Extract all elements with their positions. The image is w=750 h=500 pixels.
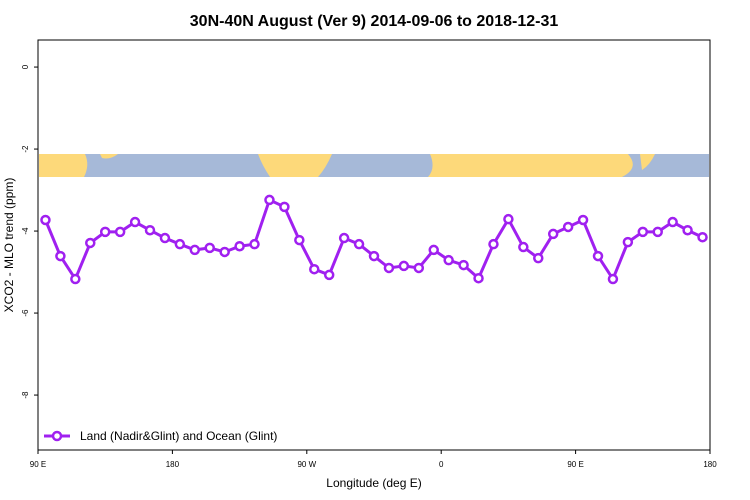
chart-title: 30N-40N August (Ver 9) 2014-09-06 to 201… <box>190 13 559 30</box>
data-point <box>637 226 649 238</box>
data-point <box>607 273 619 285</box>
data-point <box>622 236 634 248</box>
data-point <box>129 216 141 228</box>
data-point <box>353 238 365 250</box>
data-point <box>204 242 215 254</box>
x-tick-label: 180 <box>703 460 717 469</box>
series-line <box>44 197 704 283</box>
data-point <box>697 231 708 243</box>
data-point <box>323 269 335 281</box>
data-point <box>682 224 693 236</box>
data-point <box>99 226 111 238</box>
data-point <box>443 254 454 266</box>
data-point <box>294 234 305 246</box>
y-tick-label: -2 <box>21 145 30 153</box>
data-point <box>189 244 201 256</box>
data-point <box>458 259 469 271</box>
data-point <box>309 263 320 275</box>
x-tick-label: 90 W <box>297 460 316 469</box>
y-tick-label: -4 <box>21 227 30 235</box>
data-point <box>533 252 544 264</box>
x-tick-label: 180 <box>166 460 180 469</box>
data-point <box>428 244 439 256</box>
data-point <box>518 241 529 253</box>
data-point <box>503 213 514 225</box>
legend-label: Land (Nadir&Glint) and Ocean (Glint) <box>80 429 277 443</box>
data-point <box>85 237 96 249</box>
data-point <box>174 238 186 250</box>
data-point <box>562 221 574 233</box>
plot-frame <box>37 39 711 451</box>
data-point <box>159 232 171 244</box>
data-point <box>488 238 499 250</box>
data-point <box>383 262 395 274</box>
data-point <box>219 246 230 258</box>
data-point <box>413 262 425 274</box>
data-point <box>592 250 604 262</box>
data-point <box>40 214 51 226</box>
y-tick-label: -8 <box>21 391 30 399</box>
x-tick-label: 90 E <box>567 460 583 469</box>
data-point <box>547 228 559 240</box>
data-point <box>473 272 484 284</box>
data-point <box>368 250 380 262</box>
data-point <box>338 232 350 244</box>
data-point <box>55 250 66 262</box>
y-tick-label: 0 <box>21 64 30 69</box>
data-point <box>398 260 410 272</box>
data-point <box>70 273 81 285</box>
data-point <box>264 194 275 206</box>
x-tick-label: 90 E <box>30 460 46 469</box>
legend-marker <box>51 430 63 442</box>
x-axis-label: Longitude (deg E) <box>326 476 421 490</box>
y-tick-label: -6 <box>21 309 30 317</box>
data-point <box>577 214 589 226</box>
x-tick-label: 0 <box>439 460 444 469</box>
data-point <box>249 238 260 250</box>
data-point <box>652 226 663 238</box>
data-point <box>667 216 678 228</box>
data-point <box>144 224 156 236</box>
y-axis-label: XCO2 - MLO trend (ppm) <box>2 178 16 313</box>
map-band <box>39 154 709 177</box>
data-point <box>279 201 290 213</box>
data-point <box>114 226 126 238</box>
data-point <box>234 240 245 252</box>
